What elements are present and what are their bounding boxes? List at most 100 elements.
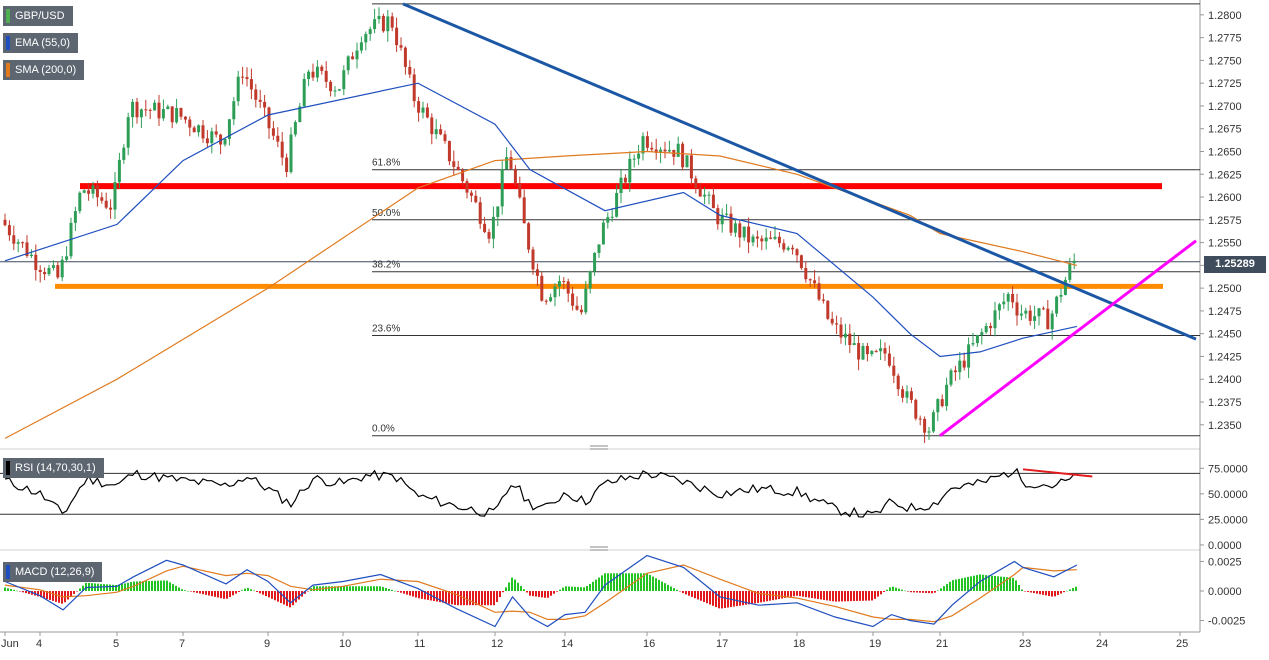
- candle-body: [505, 157, 509, 170]
- macd-histogram-bar: [892, 586, 894, 591]
- candle-body: [830, 318, 834, 324]
- rsi-panel-label[interactable]: RSI (14,70,30,1): [3, 458, 104, 478]
- macd-histogram-bar: [436, 591, 438, 602]
- price-tick-label: 1.2400: [1208, 374, 1242, 386]
- macd-histogram-bar: [415, 591, 417, 598]
- candle-body: [773, 236, 777, 239]
- macd-histogram-bar: [565, 586, 567, 591]
- time-tick-label: 23: [1019, 638, 1031, 650]
- macd-histogram-bar: [502, 591, 504, 593]
- candle-body: [1028, 310, 1032, 321]
- candle-body: [861, 345, 865, 360]
- candle-body: [975, 335, 979, 344]
- macd-histogram-bar: [337, 586, 339, 591]
- candle-body: [980, 332, 984, 336]
- macd-histogram-bar: [811, 591, 813, 599]
- macd-histogram-bar: [433, 591, 435, 602]
- candle-body: [764, 237, 768, 242]
- macd-histogram-bar: [907, 591, 909, 592]
- legend-ema[interactable]: EMA (55,0): [3, 33, 79, 53]
- candle-body: [931, 412, 935, 432]
- candle-body: [632, 158, 636, 160]
- price-tick-label: 1.2350: [1208, 420, 1242, 432]
- legend-swatch-sma: [6, 63, 10, 77]
- macd-histogram-bar: [256, 591, 258, 592]
- price-tick-label: 1.2625: [1208, 169, 1242, 181]
- macd-histogram-bar: [604, 573, 606, 591]
- macd-histogram-bar: [712, 591, 714, 606]
- candle-body: [971, 343, 975, 345]
- candle-body: [663, 149, 667, 152]
- macd-histogram-bar: [139, 581, 141, 591]
- macd-histogram-bar: [376, 586, 378, 591]
- macd-histogram-bar: [727, 591, 729, 608]
- candle-body: [109, 207, 113, 210]
- macd-histogram-bar: [700, 591, 702, 601]
- macd-histogram-bar: [472, 591, 474, 606]
- candle-body: [483, 223, 487, 233]
- legend-sma[interactable]: SMA (200,0): [3, 60, 85, 80]
- macd-histogram-bar: [22, 591, 24, 593]
- macd-histogram-bar: [340, 586, 342, 591]
- candle-body: [901, 389, 905, 398]
- candle-body: [826, 300, 830, 319]
- candle-body: [373, 19, 377, 30]
- legend-gbpusd[interactable]: GBP/USD: [3, 6, 73, 26]
- candle-body: [619, 177, 623, 194]
- macd-histogram-bar: [283, 591, 285, 605]
- candle-body: [729, 213, 733, 233]
- macd-histogram-bar: [592, 581, 594, 591]
- macd-histogram-bar: [955, 579, 957, 591]
- macd-histogram-bar: [589, 583, 591, 591]
- macd-histogram-bar: [421, 591, 423, 599]
- candle-body: [725, 213, 729, 215]
- macd-histogram-bar: [598, 577, 600, 591]
- macd-histogram-bar: [952, 580, 954, 591]
- candle-body: [1059, 294, 1063, 297]
- candle-body: [584, 288, 588, 313]
- macd-histogram-bar: [787, 591, 789, 598]
- macd-histogram-bar: [961, 578, 963, 591]
- time-tick-label: 4: [36, 638, 42, 650]
- macd-histogram-bar: [118, 584, 120, 591]
- candle-body: [1046, 308, 1050, 330]
- macd-histogram-bar: [1036, 591, 1038, 594]
- candle-body: [197, 125, 201, 133]
- candle-body: [645, 136, 649, 148]
- candle-body: [597, 244, 601, 253]
- macd-histogram-bar: [1066, 590, 1068, 592]
- macd-histogram-bar: [349, 586, 351, 591]
- candle-body: [909, 391, 913, 400]
- time-tick-label: Jun: [1, 638, 19, 650]
- candle-body: [175, 108, 179, 123]
- macd-histogram-bar: [658, 579, 660, 591]
- macd-histogram-bar: [16, 590, 18, 592]
- candle-body: [654, 149, 658, 153]
- macd-histogram-bar: [670, 586, 672, 591]
- macd-histogram-bar: [574, 586, 576, 591]
- macd-histogram-bar: [280, 591, 282, 604]
- macd-histogram-bar: [928, 591, 930, 594]
- macd-histogram-bar: [28, 591, 30, 594]
- price-tick-label: 1.2800: [1208, 10, 1242, 22]
- macd-histogram-bar: [199, 591, 201, 594]
- macd-histogram-bar: [988, 575, 990, 591]
- macd-histogram-bar: [304, 591, 306, 594]
- candle-body: [989, 325, 993, 329]
- macd-histogram-bar: [145, 581, 147, 591]
- macd-histogram-bar: [292, 591, 294, 606]
- macd-histogram-bar: [823, 591, 825, 600]
- macd-histogram-bar: [10, 589, 12, 591]
- macd-histogram-bar: [514, 579, 516, 591]
- candle-body: [553, 286, 557, 298]
- candle-body: [131, 101, 135, 118]
- candle-body: [47, 267, 51, 275]
- macd-histogram-bar: [70, 591, 72, 597]
- macd-histogram-bar: [1054, 591, 1056, 597]
- macd-panel-label[interactable]: MACD (12,26,9): [3, 562, 103, 582]
- candle-body: [527, 223, 531, 250]
- macd-histogram-bar: [901, 589, 903, 591]
- macd-histogram-bar: [883, 591, 885, 593]
- macd-histogram-bar: [970, 576, 972, 591]
